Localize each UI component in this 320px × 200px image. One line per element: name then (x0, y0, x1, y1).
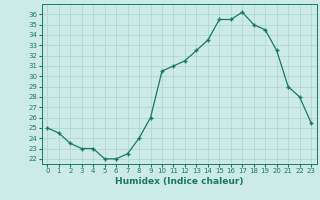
X-axis label: Humidex (Indice chaleur): Humidex (Indice chaleur) (115, 177, 244, 186)
